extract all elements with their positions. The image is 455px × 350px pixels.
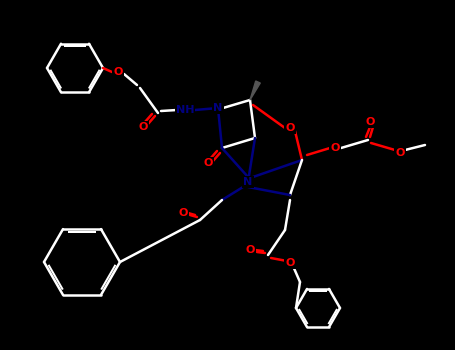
Text: O: O — [178, 208, 187, 218]
Text: O: O — [113, 67, 123, 77]
Text: N: N — [243, 177, 253, 187]
Text: O: O — [365, 117, 374, 127]
Text: O: O — [203, 158, 212, 168]
Text: NH: NH — [176, 105, 194, 115]
Text: O: O — [395, 148, 404, 158]
Text: O: O — [138, 122, 148, 132]
Text: N: N — [213, 103, 222, 113]
Text: O: O — [245, 245, 255, 255]
Text: O: O — [285, 258, 295, 268]
Polygon shape — [250, 81, 260, 100]
Text: O: O — [285, 123, 295, 133]
Text: O: O — [330, 143, 340, 153]
